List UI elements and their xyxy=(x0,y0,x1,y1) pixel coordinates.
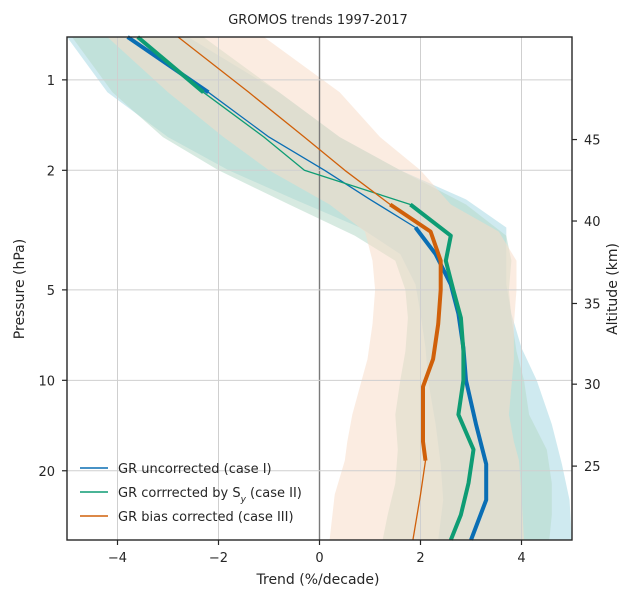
y-tick-label: 2 xyxy=(47,164,55,179)
trend-line-thick-3 xyxy=(389,202,443,461)
y-tick-label: 20 xyxy=(38,465,55,480)
legend-label-2: GR corrrected by Sy (case II) xyxy=(118,486,302,505)
x-tick-label: 2 xyxy=(416,551,424,566)
x-axis-label: Trend (%/decade) xyxy=(256,572,380,588)
altitude-tick-label: 30 xyxy=(584,378,601,393)
y-tick-label: 10 xyxy=(38,374,55,389)
altitude-tick-label: 40 xyxy=(584,215,601,230)
uncertainty-bands xyxy=(67,37,572,540)
trend-lines xyxy=(126,35,489,541)
altitude-tick-label: 35 xyxy=(584,297,601,312)
legend: GR uncorrected (case I) GR corrrected by … xyxy=(80,462,302,525)
altitude-tick-label: 25 xyxy=(584,460,601,475)
y-tick-label: 1 xyxy=(47,74,55,89)
x-tick-label: 0 xyxy=(315,551,323,566)
grid-lines xyxy=(67,37,572,540)
altitude-axis-label: Altitude (km) xyxy=(605,243,621,335)
y-axis-label: Pressure (hPa) xyxy=(12,239,28,339)
x-axis-ticks: −4 −2 0 2 4 xyxy=(108,540,526,566)
x-tick-label: 4 xyxy=(517,551,525,566)
uncertainty-band-3 xyxy=(107,37,525,540)
altitude-tick-label: 45 xyxy=(584,134,601,149)
chart-title: GROMOS trends 1997-2017 xyxy=(228,13,408,28)
y-axis-ticks: 1 2 5 10 20 xyxy=(38,74,67,480)
legend-label-3: GR bias corrected (case III) xyxy=(118,510,294,525)
legend-label-1: GR uncorrected (case I) xyxy=(118,462,272,477)
x-tick-label: −2 xyxy=(209,551,228,566)
x-tick-label: −4 xyxy=(108,551,127,566)
trend-line-thick-2 xyxy=(409,202,476,541)
y-tick-label: 5 xyxy=(47,284,55,299)
altitude-axis-ticks: 45 40 35 30 25 xyxy=(572,134,601,475)
trend-line-top-thick-2 xyxy=(136,35,205,94)
